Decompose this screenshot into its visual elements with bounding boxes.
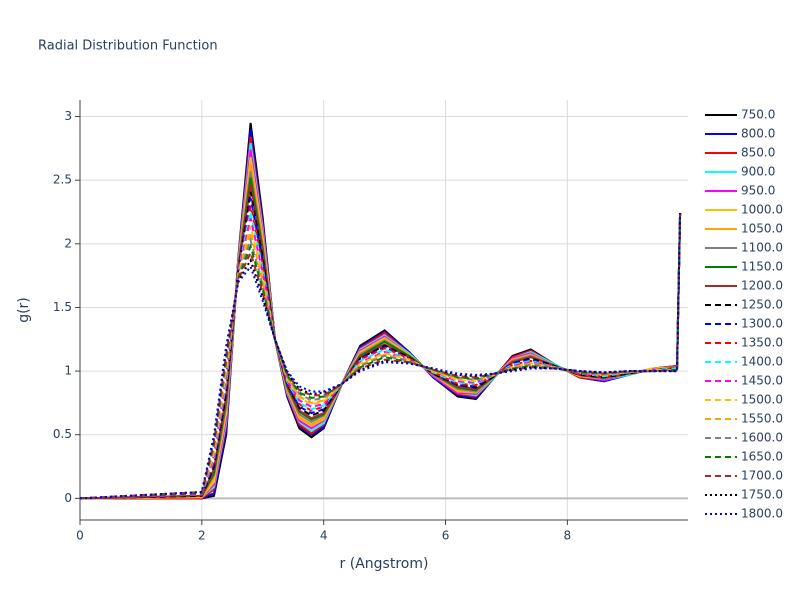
legend-label[interactable]: 750.0 <box>741 108 775 122</box>
series-line <box>80 213 682 500</box>
legend-label[interactable]: 800.0 <box>741 127 775 141</box>
series-line <box>80 197 682 500</box>
legend-label[interactable]: 1750.0 <box>741 488 783 502</box>
legend-label[interactable]: 1800.0 <box>741 507 783 521</box>
legend-label[interactable]: 1700.0 <box>741 469 783 483</box>
legend-label[interactable]: 900.0 <box>741 165 775 179</box>
legend-label[interactable]: 1400.0 <box>741 355 783 369</box>
chart-title: Radial Distribution Function <box>38 39 218 54</box>
legend-label[interactable]: 1300.0 <box>741 317 783 331</box>
legend-label[interactable]: 1350.0 <box>741 336 783 350</box>
legend-label[interactable]: 950.0 <box>741 184 775 198</box>
y-axis-title: g(r) <box>16 297 32 323</box>
x-tick-label: 6 <box>442 529 450 543</box>
legend-label[interactable]: 850.0 <box>741 146 775 160</box>
y-tick-label: 0.5 <box>53 427 72 441</box>
legend-label[interactable]: 1550.0 <box>741 412 783 426</box>
series-line <box>80 143 682 500</box>
series-line <box>80 129 682 500</box>
legend-label[interactable]: 1050.0 <box>741 222 783 236</box>
series-line <box>80 213 682 500</box>
y-tick-label: 2.5 <box>53 173 72 187</box>
series-line <box>80 122 682 500</box>
legend: 750.0 800.0 850.0 900.0 950.0 1000.0 1050.0 110… <box>705 108 783 521</box>
series-line <box>80 157 682 500</box>
grid: 0 2 4 6 8 0 0.5 1 1.5 2 2.5 3 <box>53 100 688 543</box>
x-tick-label: 2 <box>198 529 206 543</box>
legend-label[interactable]: 1600.0 <box>741 431 783 445</box>
series-line <box>80 136 682 500</box>
legend-label[interactable]: 1200.0 <box>741 279 783 293</box>
y-tick-label: 1.5 <box>53 300 72 314</box>
series-line <box>80 213 682 500</box>
x-tick-label: 8 <box>564 529 572 543</box>
series-line <box>80 213 682 500</box>
y-tick-label: 1 <box>64 364 72 378</box>
y-tick-label: 3 <box>64 109 72 123</box>
plot-area <box>80 122 682 500</box>
x-tick-label: 4 <box>320 529 328 543</box>
legend-label[interactable]: 1100.0 <box>741 241 783 255</box>
legend-label[interactable]: 1000.0 <box>741 203 783 217</box>
legend-label[interactable]: 1250.0 <box>741 298 783 312</box>
y-tick-label: 0 <box>64 491 72 505</box>
legend-label[interactable]: 1500.0 <box>741 393 783 407</box>
legend-label[interactable]: 1450.0 <box>741 374 783 388</box>
x-tick-label: 0 <box>76 529 84 543</box>
x-axis-title: r (Angstrom) <box>340 556 429 572</box>
legend-label[interactable]: 1650.0 <box>741 450 783 464</box>
series-line <box>80 149 682 500</box>
legend-label[interactable]: 1150.0 <box>741 260 783 274</box>
y-tick-label: 2 <box>64 236 72 250</box>
series-line <box>80 163 682 500</box>
